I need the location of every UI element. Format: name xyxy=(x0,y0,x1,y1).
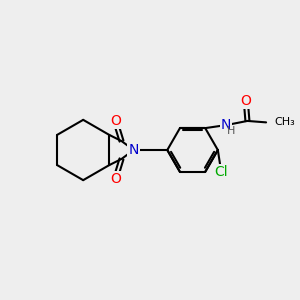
Text: O: O xyxy=(110,114,121,128)
Text: N: N xyxy=(221,118,231,132)
Text: CH₃: CH₃ xyxy=(274,117,295,128)
Text: H: H xyxy=(227,126,235,136)
Text: O: O xyxy=(110,172,121,186)
Text: Cl: Cl xyxy=(214,165,227,179)
Text: O: O xyxy=(241,94,251,108)
Text: N: N xyxy=(128,143,139,157)
